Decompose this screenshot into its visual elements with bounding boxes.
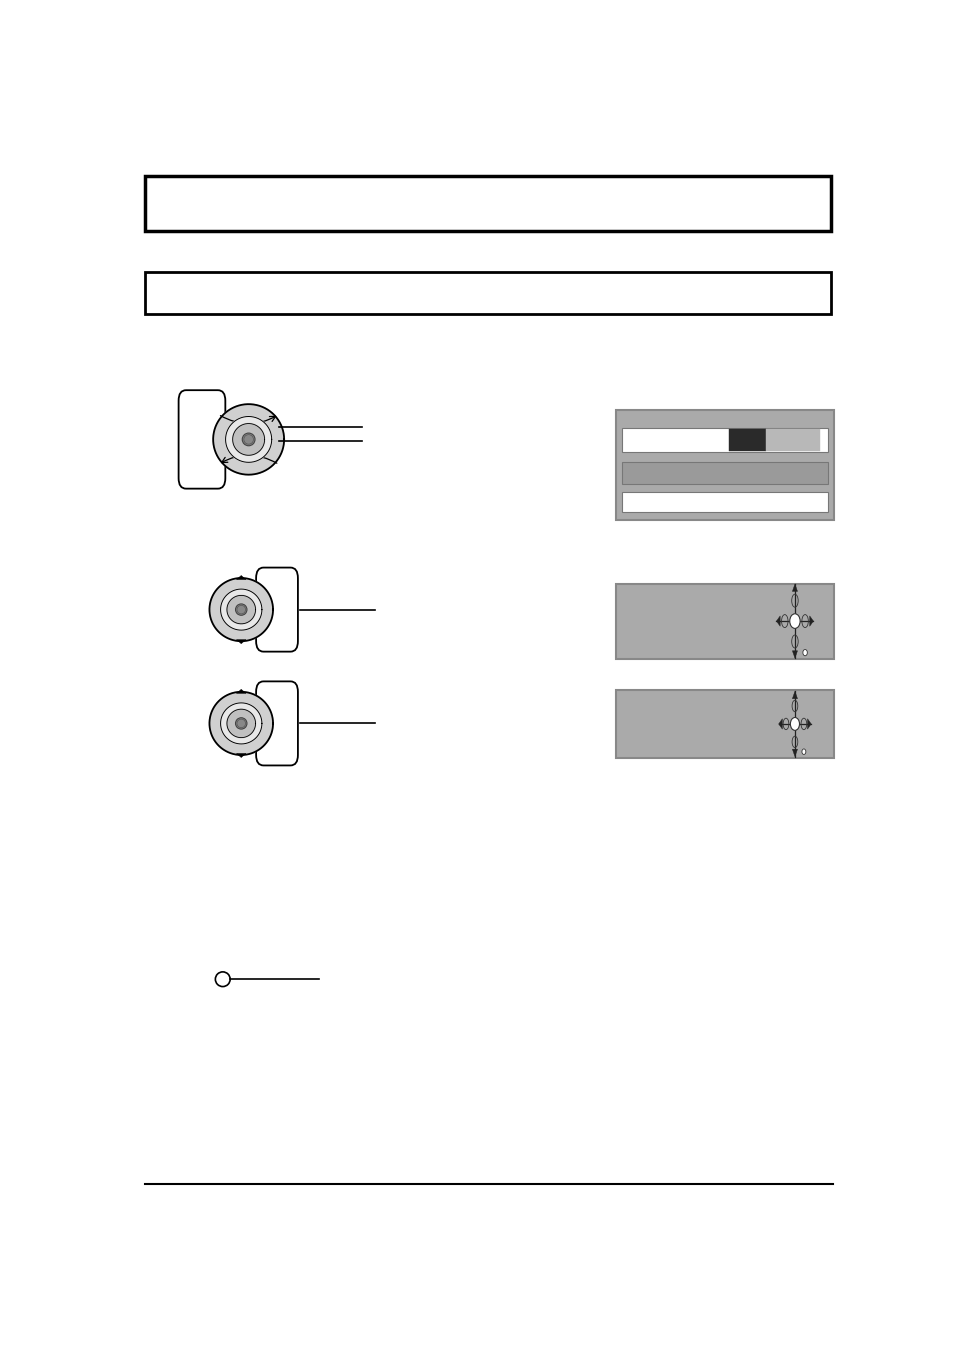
Ellipse shape xyxy=(215,972,230,987)
Circle shape xyxy=(802,650,806,656)
Polygon shape xyxy=(809,616,813,626)
Ellipse shape xyxy=(242,433,254,446)
Polygon shape xyxy=(236,640,246,644)
Polygon shape xyxy=(210,578,273,641)
Bar xyxy=(616,410,833,519)
Polygon shape xyxy=(236,689,246,693)
Polygon shape xyxy=(778,719,781,730)
Polygon shape xyxy=(236,575,246,579)
Bar xyxy=(621,461,827,484)
Bar xyxy=(728,428,765,450)
Circle shape xyxy=(789,717,799,731)
Bar xyxy=(145,176,830,231)
Ellipse shape xyxy=(235,717,247,730)
Bar xyxy=(616,690,833,758)
Bar xyxy=(765,428,820,450)
Polygon shape xyxy=(220,702,262,744)
Polygon shape xyxy=(220,589,262,631)
Polygon shape xyxy=(792,584,797,591)
Bar xyxy=(621,427,827,452)
Polygon shape xyxy=(210,692,273,755)
Polygon shape xyxy=(227,709,255,738)
Polygon shape xyxy=(213,404,284,475)
Circle shape xyxy=(789,614,800,628)
FancyBboxPatch shape xyxy=(255,681,297,765)
Ellipse shape xyxy=(235,603,247,616)
Polygon shape xyxy=(227,595,255,624)
Polygon shape xyxy=(233,423,264,456)
Circle shape xyxy=(801,749,805,754)
Polygon shape xyxy=(792,651,797,658)
Polygon shape xyxy=(225,416,272,462)
Bar xyxy=(145,273,830,315)
Polygon shape xyxy=(792,692,797,698)
Bar xyxy=(616,583,833,659)
Polygon shape xyxy=(776,616,780,626)
Polygon shape xyxy=(236,754,246,758)
Polygon shape xyxy=(792,749,797,757)
FancyBboxPatch shape xyxy=(178,391,225,488)
FancyBboxPatch shape xyxy=(255,568,297,652)
Bar xyxy=(621,492,827,513)
Polygon shape xyxy=(806,719,810,730)
